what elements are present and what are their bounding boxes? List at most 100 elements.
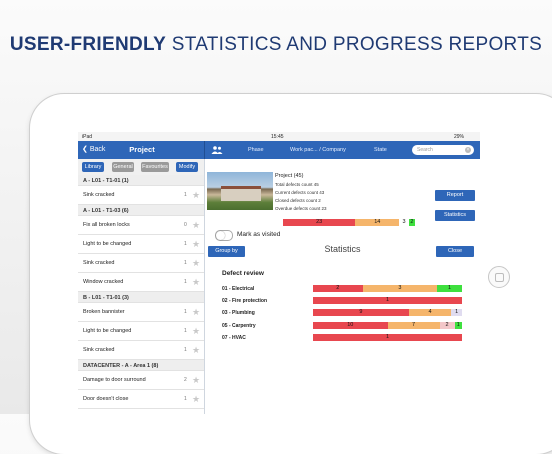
list-group-header: B - L01 - T1-01 (3)	[78, 292, 204, 303]
close-button[interactable]: Close	[436, 246, 474, 257]
star-icon[interactable]: ★	[192, 220, 201, 230]
column-phase[interactable]: Phase	[248, 147, 264, 153]
list-item-count: 1	[184, 396, 187, 402]
statistics-panel: Group by Statistics Close Defect review …	[205, 242, 480, 414]
app-screen: iPad 15:45 29% ❮ Back Project Phase Work…	[78, 132, 480, 414]
list-item[interactable]: Broken bannister 1 ★	[78, 303, 204, 322]
back-button[interactable]: ❮ Back	[82, 145, 105, 153]
list-item-count: 1	[184, 309, 187, 315]
star-icon[interactable]: ★	[192, 190, 201, 200]
statistics-button[interactable]: Statistics	[435, 210, 475, 221]
list-item-label: Fix all broken locks	[83, 222, 130, 228]
bar-segment: 2	[408, 219, 415, 226]
list-item-label: DATACENTER - A - Area 1 (8)	[83, 363, 159, 369]
list-item-label: Sink cracked	[83, 260, 115, 266]
bar-segment: 3	[362, 285, 438, 292]
category-label: 07 - HVAC	[222, 335, 246, 341]
headline: USER-FRIENDLY STATISTICS AND PROGRESS RE…	[0, 34, 552, 56]
search-placeholder: Search	[417, 147, 433, 153]
category-bar[interactable]: 10 7 2 1	[313, 322, 462, 329]
list-item-label: Light to be changed	[83, 241, 132, 247]
overdue-defects: Overdue defects count 23	[275, 206, 327, 211]
column-state[interactable]: State	[374, 147, 387, 153]
bar-segment: 9	[313, 309, 409, 316]
list-group-header: DATACENTER - A - Area 1 (8)	[78, 360, 204, 371]
list-item[interactable]: Sink cracked 1 ★	[78, 254, 204, 273]
star-icon[interactable]: ★	[192, 394, 201, 404]
bar-segment: 1	[454, 322, 462, 329]
defect-list-panel: Library General Favourites Modify A - L0…	[78, 159, 205, 414]
list-item-label: Light to be changed	[83, 328, 132, 334]
list-item[interactable]: Light to be changed 1 ★	[78, 322, 204, 341]
category-label: 02 - Fire protection	[222, 298, 268, 304]
list-item-label: Sink cracked	[83, 192, 115, 198]
category-label: 05 - Carpentry	[222, 323, 256, 329]
star-icon[interactable]: ★	[192, 345, 201, 355]
total-defects: Total defects count 45	[275, 182, 319, 187]
bar-segment: 1	[313, 297, 462, 304]
closed-defects: Closed defects count 2	[275, 198, 321, 203]
people-icon[interactable]	[211, 146, 223, 154]
list-item-label: A - L01 - T1-01 (1)	[83, 178, 129, 184]
home-button[interactable]	[488, 266, 510, 288]
filter-general[interactable]: General	[112, 162, 134, 172]
clear-search-icon[interactable]: ×	[465, 147, 471, 153]
mark-visited-toggle[interactable]	[215, 230, 233, 241]
list-group-header: A - L01 - T1-01 (1)	[78, 175, 204, 186]
filter-library[interactable]: Library	[82, 162, 104, 172]
star-icon[interactable]: ★	[192, 375, 201, 385]
back-label: Back	[89, 146, 106, 153]
list-item-count: 2	[184, 377, 187, 383]
report-button[interactable]: Report	[435, 190, 475, 201]
list-item[interactable]: Door doesn't close 1 ★	[78, 390, 204, 409]
statistics-title: Statistics	[324, 244, 361, 254]
list-item-count: 1	[184, 347, 187, 353]
carrier: iPad	[82, 134, 93, 140]
group-by-button[interactable]: Group by	[208, 246, 245, 257]
list-item-label: Damage to door surround	[83, 377, 146, 383]
list-item[interactable]: Sink cracked 1 ★	[78, 341, 204, 360]
list-item-label: Broken bannister	[83, 309, 125, 315]
list-group-header: A - L01 - T1-03 (6)	[78, 205, 204, 216]
star-icon[interactable]: ★	[192, 277, 201, 287]
category-bar[interactable]: 1	[313, 334, 462, 341]
headline-rest: STATISTICS AND PROGRESS REPORTS	[171, 34, 543, 55]
list-item[interactable]: Sink cracked 1 ★	[78, 186, 204, 205]
bar-segment: 2	[439, 322, 455, 329]
filter-favourites[interactable]: Favourites	[141, 162, 169, 172]
star-icon[interactable]: ★	[192, 239, 201, 249]
bar-segment: 4	[408, 309, 452, 316]
search-input[interactable]: Search ×	[412, 145, 474, 155]
star-icon[interactable]: ★	[192, 326, 201, 336]
list-item-label: Sink cracked	[83, 347, 115, 353]
category-label: 03 - Plumbing	[222, 310, 255, 316]
list-item[interactable]: Damage to door surround 2 ★	[78, 371, 204, 390]
battery: 29%	[454, 134, 465, 140]
filter-modify[interactable]: Modify	[176, 162, 198, 172]
column-work-package[interactable]: Work pac... / Company	[290, 147, 346, 153]
list-item[interactable]: Light to be changed 1 ★	[78, 235, 204, 254]
list-item[interactable]: Window cracked 1 ★	[78, 273, 204, 292]
nav-divider	[204, 141, 205, 159]
project-detail-panel: Project (45) Total defects count 45 Curr…	[205, 159, 480, 414]
list-item-count: 1	[184, 260, 187, 266]
filter-bar: Library General Favourites Modify	[78, 159, 204, 175]
status-bar: iPad 15:45 29%	[78, 132, 480, 141]
category-bar[interactable]: 1	[313, 297, 462, 304]
headline-bold: USER-FRIENDLY	[9, 34, 167, 55]
bar-segment: 14	[355, 219, 400, 226]
nav-bar: ❮ Back Project Phase Work pac... / Compa…	[78, 141, 480, 159]
star-icon[interactable]: ★	[192, 307, 201, 317]
list-item-label: Door doesn't close	[83, 396, 129, 402]
chevron-left-icon: ❮	[82, 146, 88, 153]
list-item-count: 1	[184, 328, 187, 334]
bar-segment: 2	[313, 285, 363, 292]
list-item-label: Window cracked	[83, 279, 124, 285]
list-item[interactable]: Fix all broken locks 0 ★	[78, 216, 204, 235]
star-icon[interactable]: ★	[192, 258, 201, 268]
bar-segment: 1	[313, 334, 462, 341]
list-item-count: 1	[184, 192, 187, 198]
bar-segment: 10	[313, 322, 388, 329]
